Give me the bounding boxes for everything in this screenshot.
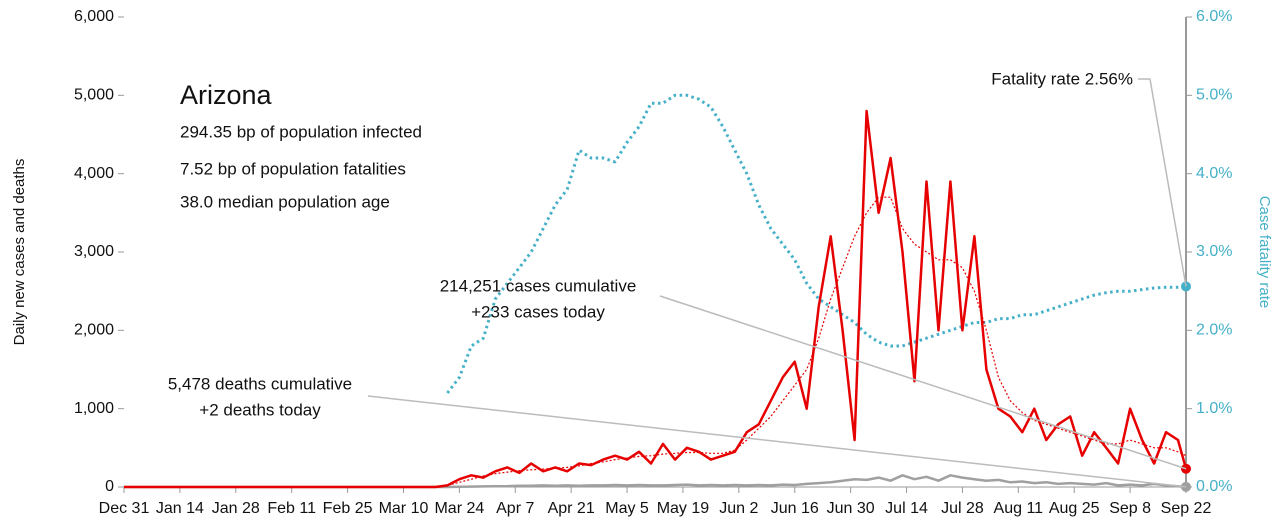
x-tick-label: May 19 — [657, 500, 710, 517]
annotation: 294.35 bp of population infected — [180, 122, 422, 141]
x-tick-label: Jan 28 — [212, 500, 260, 517]
y2-tick-label: 6.0% — [1196, 8, 1232, 25]
series-line — [124, 109, 1188, 489]
x-tick-label: Mar 10 — [379, 500, 429, 517]
x-tick-label: Jun 30 — [827, 500, 875, 517]
x-tick-label: Jan 14 — [156, 500, 204, 517]
leader-line — [659, 295, 1187, 470]
annotation: +2 deaths today — [199, 400, 321, 419]
y2-tick-label: 2.0% — [1196, 322, 1232, 339]
y-tick-label: 5,000 — [74, 87, 114, 104]
annotation: 214,251 cases cumulative — [440, 276, 637, 295]
x-tick-label: Feb 11 — [267, 500, 316, 517]
x-tick-label: Sep 8 — [1109, 500, 1151, 517]
annotation: 5,478 deaths cumulative — [168, 374, 352, 393]
y-tick-label: 2,000 — [74, 322, 114, 339]
annotation: Arizona — [180, 80, 273, 110]
y2-tick-label: 3.0% — [1196, 243, 1232, 260]
x-tick-label: Sep 22 — [1161, 500, 1212, 517]
x-tick-label: Jun 2 — [719, 500, 758, 517]
x-tick-label: Jul 14 — [885, 500, 928, 517]
y2-axis-label: Case fatality rate — [1256, 196, 1273, 309]
y-tick-label: 4,000 — [74, 165, 114, 182]
y2-tick-label: 0.0% — [1196, 478, 1232, 495]
x-tick-label: Jun 16 — [771, 500, 819, 517]
x-tick-label: Jul 28 — [941, 500, 984, 517]
series-line — [124, 196, 1187, 488]
y2-tick-label: 5.0% — [1196, 87, 1232, 104]
y-tick-label: 0 — [105, 478, 114, 495]
annotation: 7.52 bp of population fatalities — [180, 159, 406, 178]
x-tick-label: Apr 7 — [496, 500, 534, 517]
y2-tick-label: 1.0% — [1196, 400, 1232, 417]
x-tick-label: Aug 25 — [1049, 500, 1100, 517]
annotation: Fatality rate 2.56% — [991, 69, 1133, 88]
y2-tick-label: 4.0% — [1196, 165, 1232, 182]
x-tick-label: Apr 21 — [548, 500, 595, 517]
x-tick-label: May 5 — [605, 500, 649, 517]
y-tick-label: 3,000 — [74, 243, 114, 260]
y-tick-label: 6,000 — [74, 8, 114, 25]
annotation: +233 cases today — [471, 302, 605, 321]
series-line — [124, 474, 1187, 489]
x-tick-label: Mar 24 — [434, 500, 484, 517]
annotation: 38.0 median population age — [180, 192, 390, 211]
series-line — [446, 93, 1187, 394]
leader-line — [1138, 78, 1187, 287]
x-tick-label: Dec 31 — [99, 500, 150, 517]
y-axis-label: Daily new cases and deaths — [11, 159, 28, 346]
y-tick-label: 1,000 — [74, 400, 114, 417]
leader-line — [367, 395, 1187, 488]
x-tick-label: Aug 11 — [994, 500, 1044, 517]
x-tick-label: Feb 25 — [323, 500, 373, 517]
